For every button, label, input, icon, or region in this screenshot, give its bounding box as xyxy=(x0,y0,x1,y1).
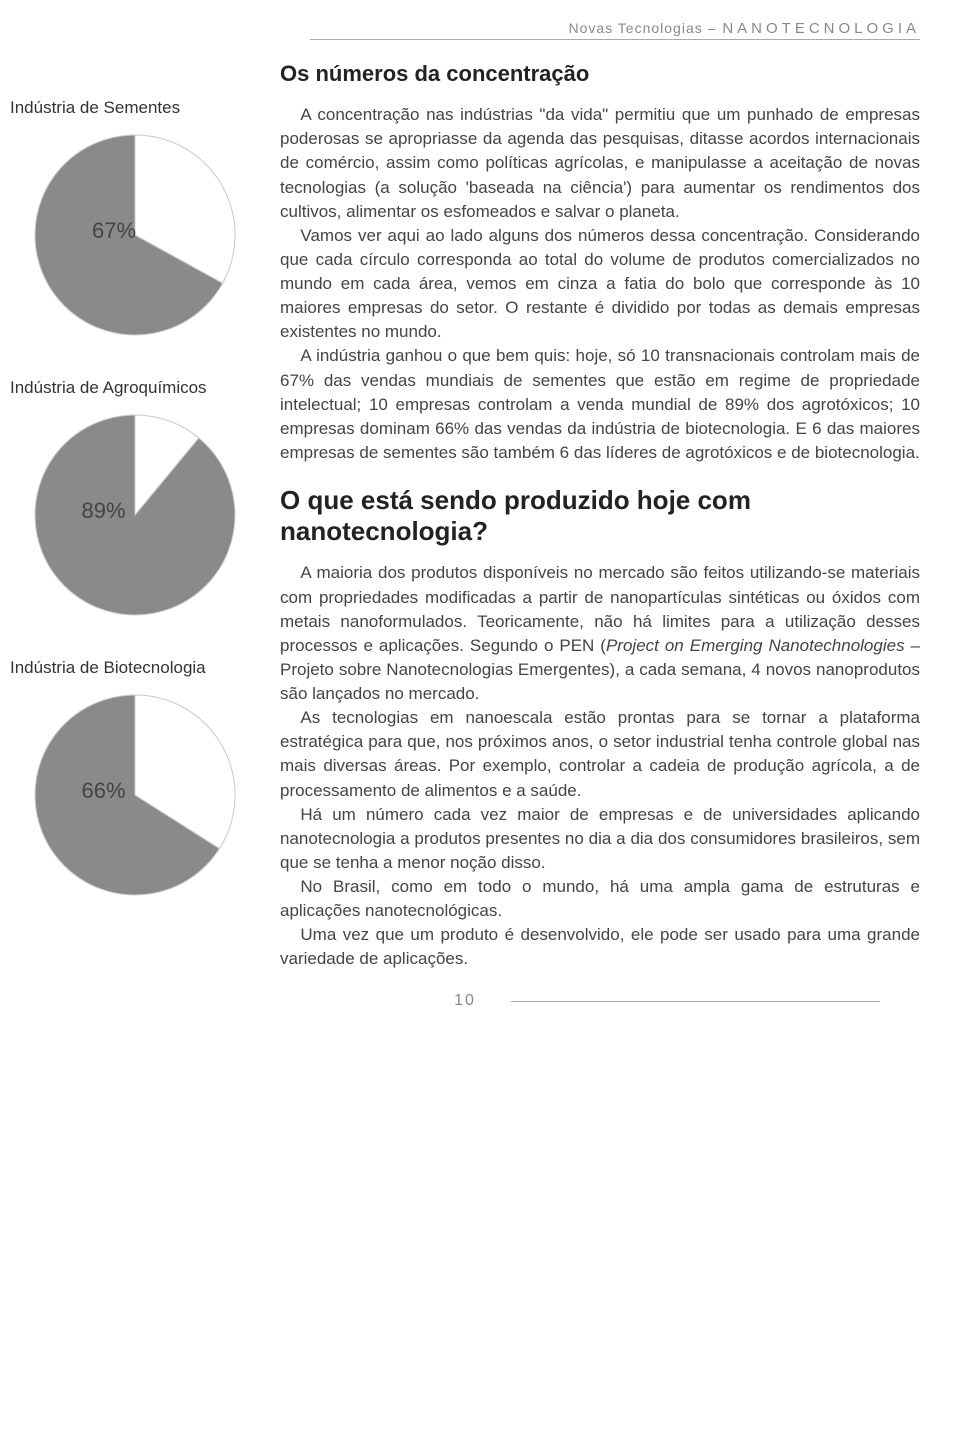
header-title: NANOTECNOLOGIA xyxy=(722,20,920,37)
sidebar-charts: Indústria de Sementes 67% Indústria de A… xyxy=(10,58,260,972)
section-title-2: O que está sendo produzido hoje com nano… xyxy=(280,485,920,547)
pie-chart: 67% xyxy=(30,130,240,340)
pie-chart: 66% xyxy=(30,690,240,900)
chart-title: Indústria de Biotecnologia xyxy=(10,658,206,678)
paragraph: A maioria dos produtos disponíveis no me… xyxy=(280,561,920,706)
chart-title: Indústria de Sementes xyxy=(10,98,180,118)
page-header: Novas Tecnologias – NANOTECNOLOGIA xyxy=(310,20,920,40)
italic-text: Project on Emerging Nanotechnologies xyxy=(606,636,905,655)
paragraph: Uma vez que um produto é desenvolvido, e… xyxy=(280,923,920,971)
chart-title: Indústria de Agroquímicos xyxy=(10,378,207,398)
paragraph: Vamos ver aqui ao lado alguns dos número… xyxy=(280,224,920,345)
pie-percent-label: 66% xyxy=(81,778,125,804)
paragraph: As tecnologias em nanoescala estão pront… xyxy=(280,706,920,803)
pie-chart: 89% xyxy=(30,410,240,620)
main-content: Os números da concentração A concentraçã… xyxy=(280,58,920,972)
section-title-1: Os números da concentração xyxy=(280,58,920,89)
paragraph: No Brasil, como em todo o mundo, há uma … xyxy=(280,875,920,923)
pie-svg xyxy=(30,410,240,620)
page-number: 10 xyxy=(10,992,920,1010)
chart-agroquimicos: Indústria de Agroquímicos 89% xyxy=(10,378,260,620)
header-prefix: Novas Tecnologias – xyxy=(568,20,716,36)
chart-biotecnologia: Indústria de Biotecnologia 66% xyxy=(10,658,260,900)
chart-sementes: Indústria de Sementes 67% xyxy=(10,98,260,340)
pie-percent-label: 89% xyxy=(81,498,125,524)
paragraph: A indústria ganhou o que bem quis: hoje,… xyxy=(280,344,920,465)
pie-svg xyxy=(30,690,240,900)
paragraph: Há um número cada vez maior de empresas … xyxy=(280,803,920,875)
pie-percent-label: 67% xyxy=(92,218,136,244)
paragraph: A concentração nas indústrias "da vida" … xyxy=(280,103,920,224)
